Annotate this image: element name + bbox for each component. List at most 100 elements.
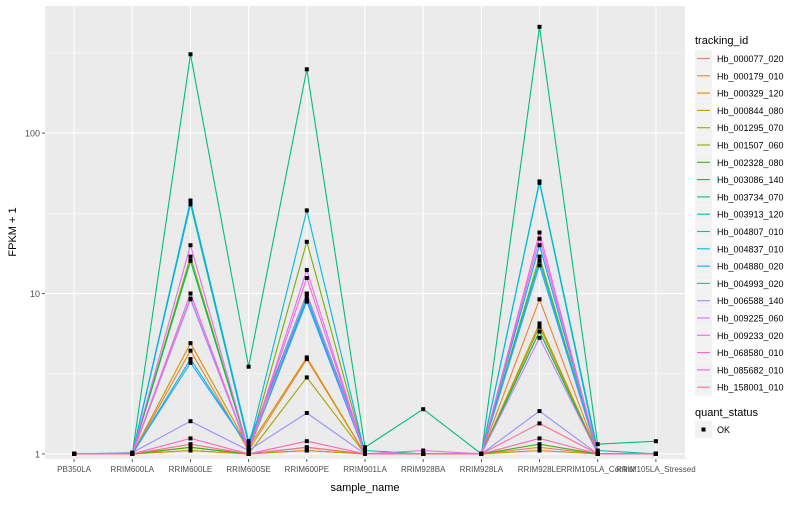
legend-label: Hb_009233_020 — [717, 331, 784, 341]
x-tick-label: RRIM901LA — [343, 465, 387, 474]
data-point — [537, 421, 542, 426]
data-point — [304, 448, 309, 453]
y-tick-label: 1 — [35, 449, 40, 459]
data-point — [304, 276, 309, 280]
x-tick-label: RRIM600PE — [285, 465, 329, 474]
legend-label: Hb_004837_010 — [717, 244, 784, 254]
data-point — [363, 445, 367, 450]
data-point — [188, 360, 193, 365]
data-point — [537, 436, 542, 441]
data-point — [304, 375, 309, 380]
data-point — [304, 268, 309, 273]
data-point — [653, 439, 658, 444]
data-point — [188, 297, 193, 302]
data-point — [304, 411, 309, 415]
data-point — [130, 451, 135, 456]
data-point — [537, 409, 542, 414]
y-tick-label: 100 — [25, 129, 40, 139]
x-axis-title: sample_name — [330, 482, 399, 494]
data-point — [537, 24, 542, 29]
data-point — [246, 448, 251, 453]
legend-label: Hb_006588_140 — [717, 296, 784, 306]
data-point — [188, 291, 193, 296]
axes: 1 10 100 PB350LA RRIM600LA RRIM600LE RRIM600SE… — [25, 129, 696, 474]
data-point — [246, 442, 251, 447]
x-tick-label: PB350LA — [57, 465, 91, 474]
data-point — [188, 436, 193, 441]
x-tick-label: RRIM928BA — [401, 465, 446, 474]
data-point — [537, 321, 542, 326]
data-point — [188, 419, 193, 424]
data-point — [595, 448, 600, 453]
legend-label: Hb_009225_060 — [717, 314, 784, 324]
data-point — [246, 445, 251, 450]
legend-label: Hb_003734_070 — [717, 192, 784, 202]
y-tick-label: 10 — [30, 289, 40, 299]
data-point — [304, 439, 309, 444]
data-point — [304, 295, 309, 300]
grid-layer — [45, 6, 685, 459]
x-tick-label: RRIM105LA_Stressed — [616, 465, 696, 474]
data-point — [188, 254, 193, 259]
legend-title: tracking_id — [695, 35, 748, 47]
data-point — [188, 202, 193, 207]
data-point — [304, 299, 309, 304]
data-point — [246, 364, 251, 369]
y-axis-title: FPKM + 1 — [7, 207, 19, 256]
data-point — [595, 451, 600, 456]
data-point — [246, 439, 251, 444]
legend-label: Hb_000077_020 — [717, 54, 784, 64]
legend-label: Hb_002328_080 — [717, 158, 784, 168]
data-point — [537, 448, 542, 453]
data-point — [537, 243, 542, 248]
data-point — [421, 451, 426, 456]
x-tick-label: RRIM928LA — [460, 465, 504, 474]
data-point — [188, 341, 193, 346]
data-point — [537, 329, 542, 334]
legend-shape-title: quant_status — [695, 407, 758, 419]
data-point — [537, 445, 542, 450]
data-point — [363, 451, 367, 456]
data-point — [363, 448, 367, 453]
data-point — [188, 357, 193, 362]
legend-items: Hb_000077_020 Hb_000179_010 Hb_000329_120 H… — [695, 50, 784, 396]
data-points — [72, 24, 658, 456]
data-point — [72, 451, 77, 456]
x-tick-label: RRIM600SE — [226, 465, 270, 474]
data-point — [188, 442, 193, 447]
legend-label: Hb_000844_080 — [717, 106, 784, 116]
data-point — [537, 442, 542, 447]
data-point — [653, 451, 658, 456]
legend-label: Hb_068580_010 — [717, 348, 784, 358]
data-point — [421, 448, 426, 453]
data-point — [537, 254, 542, 259]
data-point — [537, 180, 542, 185]
legend-shape-label: OK — [717, 425, 730, 435]
data-point — [537, 324, 542, 329]
data-point — [537, 297, 542, 302]
x-tick-label: RRIM600LA — [110, 465, 154, 474]
data-point — [246, 451, 251, 456]
legend-label: Hb_003913_120 — [717, 210, 784, 220]
legend-label: Hb_000329_120 — [717, 89, 784, 99]
x-tick-label: RRIM600LE — [169, 465, 213, 474]
data-point — [304, 239, 309, 244]
legend-label: Hb_001507_060 — [717, 141, 784, 151]
data-point — [188, 258, 193, 263]
data-point — [188, 52, 193, 57]
data-point — [188, 243, 193, 248]
data-point — [188, 198, 193, 203]
data-point — [188, 348, 193, 353]
data-point — [537, 263, 542, 268]
x-tick-label: RRIM928LE — [518, 465, 562, 474]
data-point — [537, 230, 542, 235]
data-point — [421, 407, 426, 412]
data-point — [595, 442, 600, 447]
legend-label: Hb_085682_010 — [717, 365, 784, 375]
data-point — [304, 355, 309, 360]
legend-shape-glyph — [701, 427, 706, 432]
legend-label: Hb_004880_020 — [717, 262, 784, 272]
data-point — [304, 291, 309, 296]
